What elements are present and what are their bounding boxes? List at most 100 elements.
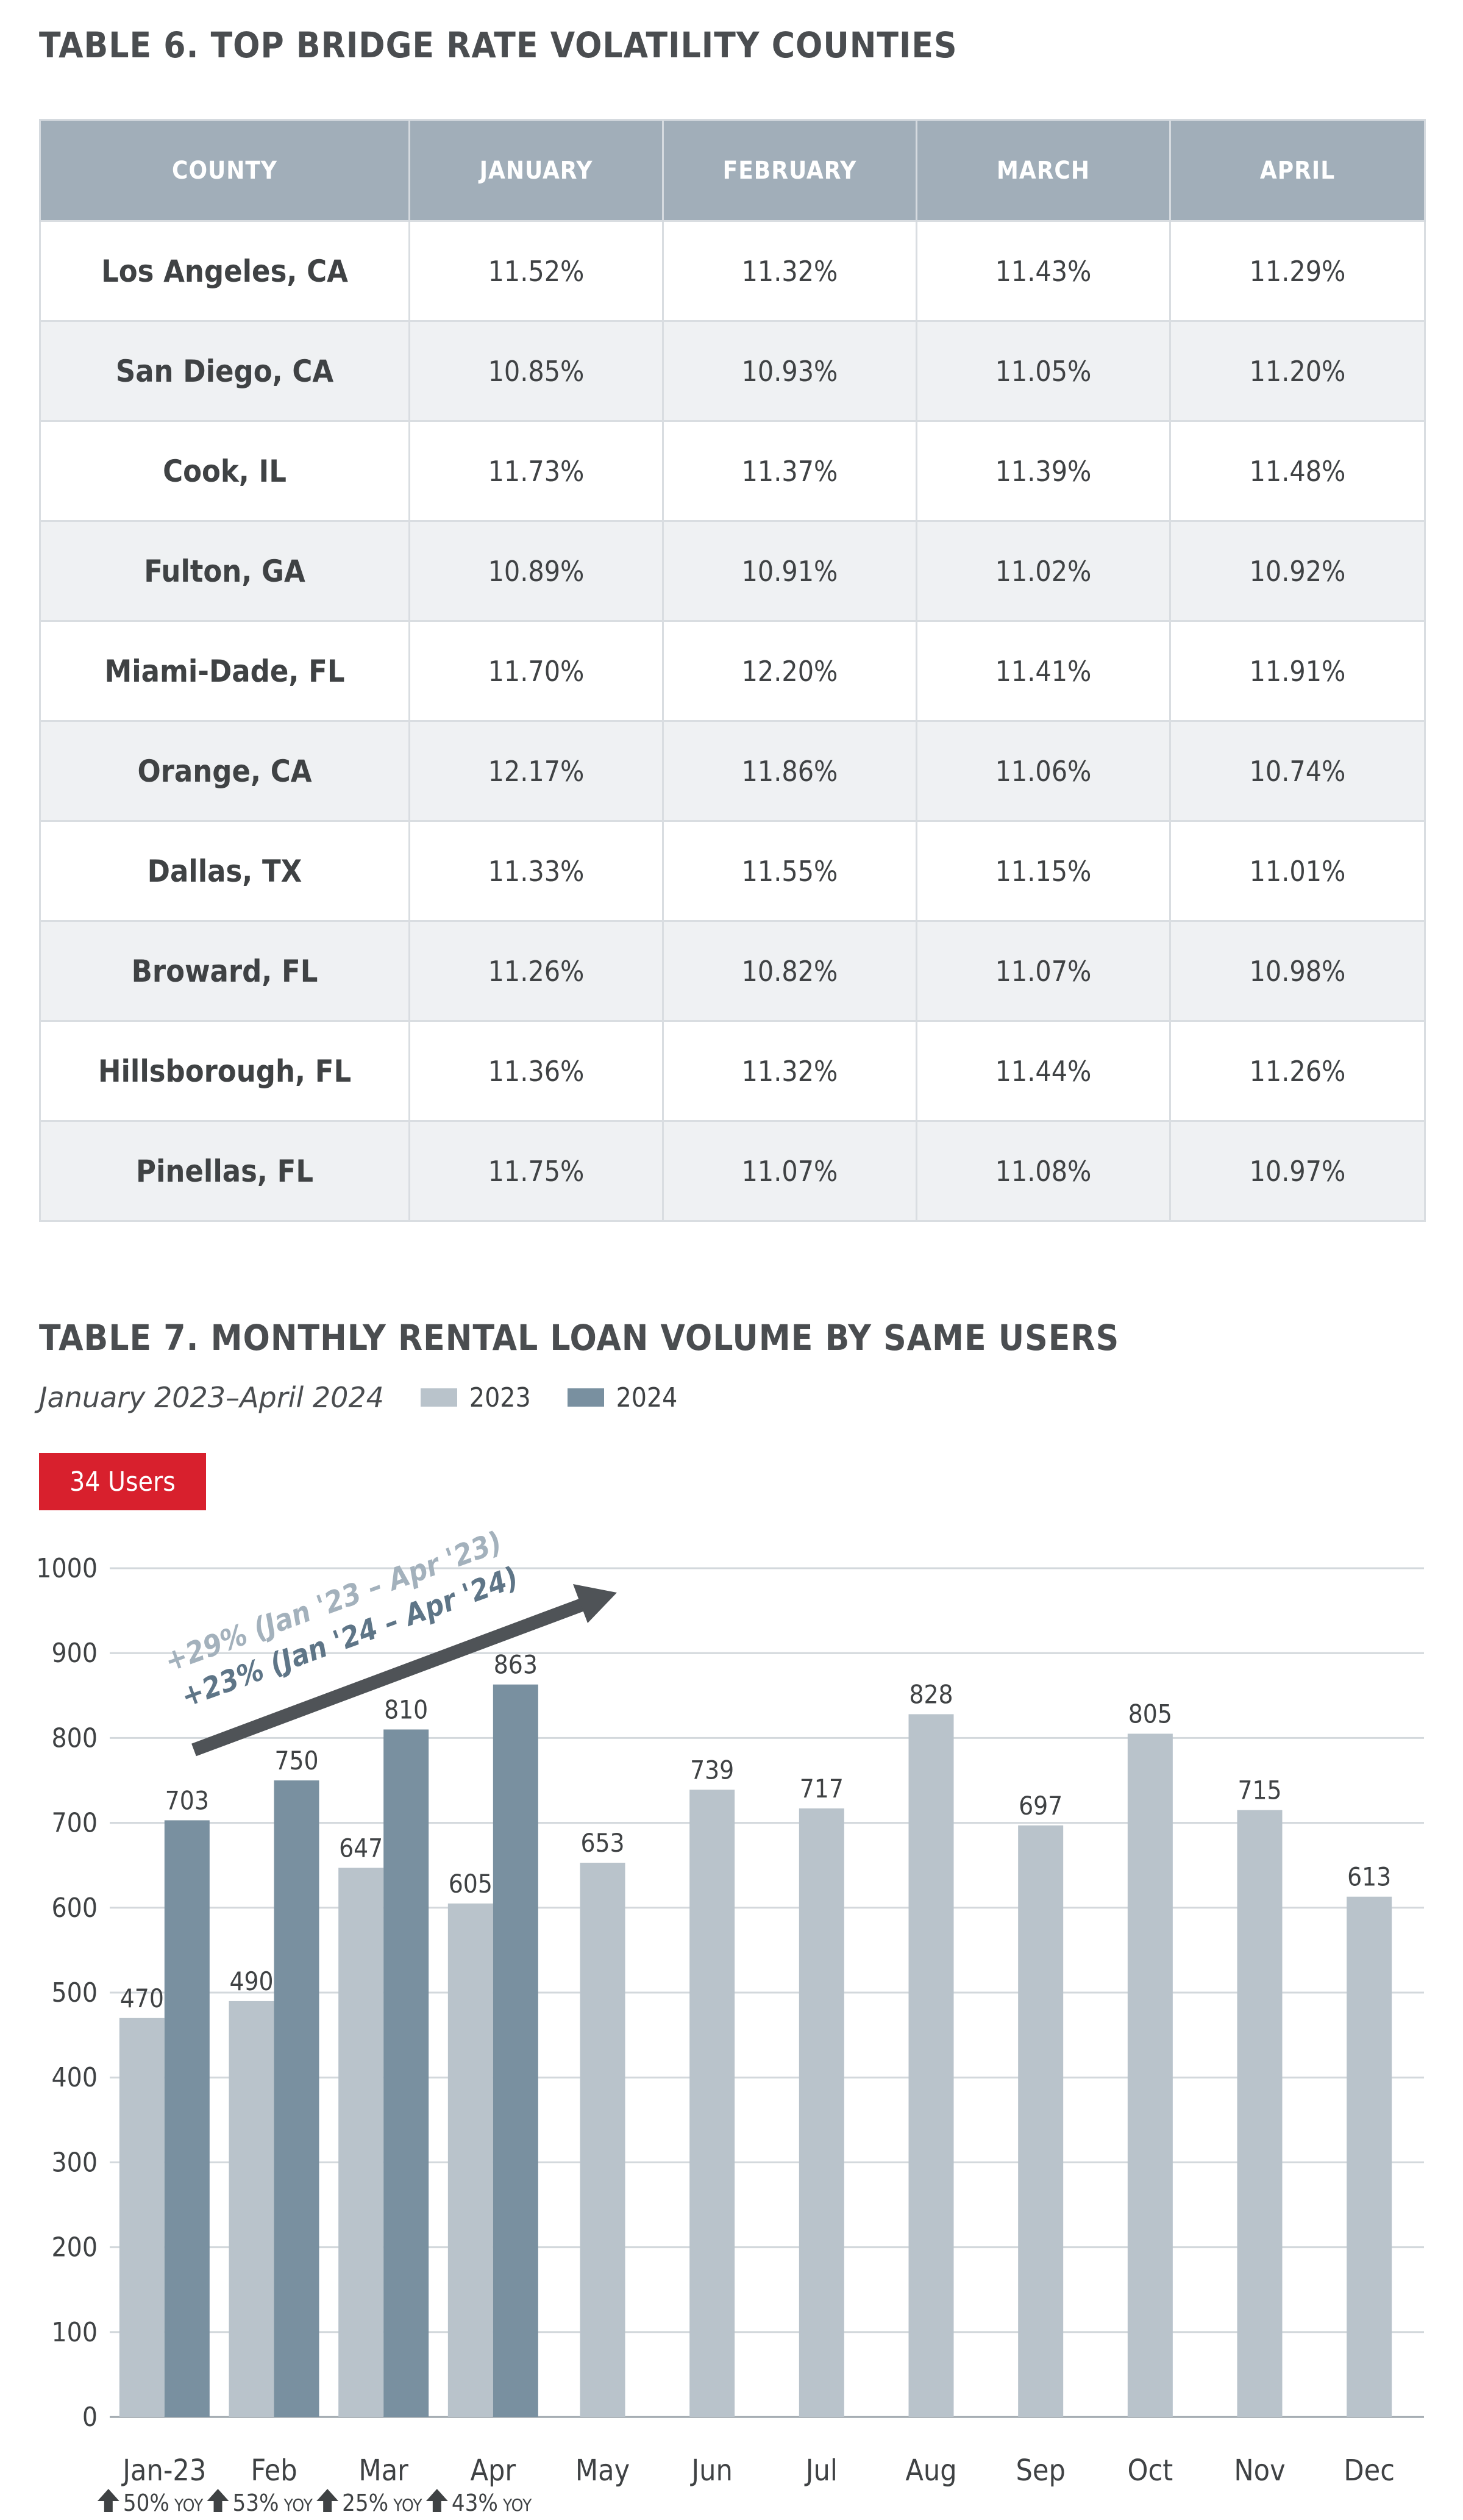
county-cell: Dallas, TX: [39, 820, 410, 922]
yoy-value: 50%: [123, 2490, 169, 2516]
header-county: COUNTY: [39, 120, 410, 221]
value-label-2023: 697: [1019, 1791, 1063, 1821]
value-label-2023: 470: [120, 1983, 164, 2013]
value-label-2024: 750: [274, 1746, 318, 1776]
rate-cell: 11.75%: [408, 1120, 664, 1222]
yoy-value: 25%: [342, 2490, 388, 2516]
rate-cell: 12.17%: [408, 720, 664, 822]
rate-cell: 10.91%: [662, 520, 917, 622]
value-label-2023: 828: [909, 1679, 953, 1709]
rate-cell: 11.91%: [1169, 620, 1426, 722]
x-tick-label: Jun: [689, 2454, 732, 2488]
y-tick-label: 100: [51, 2317, 98, 2348]
bar-2023: [580, 1863, 625, 2417]
rate-cell: 11.32%: [662, 1020, 917, 1122]
header-march: MARCH: [916, 120, 1171, 221]
bar-2023: [447, 1903, 493, 2417]
county-cell: Miami-Dade, FL: [39, 620, 410, 722]
county-cell: Orange, CA: [39, 720, 410, 822]
bar-2023: [908, 1714, 954, 2417]
legend-item-2024: 2024: [567, 1382, 678, 1413]
rate-cell: 11.33%: [408, 820, 664, 922]
rate-cell: 11.08%: [916, 1120, 1171, 1222]
value-label-2023: 653: [580, 1828, 624, 1858]
x-tick-label: Feb: [251, 2454, 297, 2488]
yoy-suffix: YOY: [393, 2495, 422, 2515]
value-label-2023: 805: [1128, 1699, 1172, 1729]
rate-cell: 10.97%: [1169, 1120, 1426, 1222]
table-row: Broward, FL 11.26% 10.82% 11.07% 10.98%: [39, 920, 1426, 1022]
yoy-suffix: YOY: [502, 2495, 532, 2515]
y-tick-label: 400: [51, 2062, 98, 2093]
rate-cell: 10.82%: [662, 920, 917, 1022]
legend-swatch-2024: [567, 1388, 604, 1407]
chart-subtitle: January 2023–April 2024: [39, 1381, 384, 1414]
legend-swatch-2023: [420, 1388, 457, 1407]
county-cell: Cook, IL: [39, 420, 410, 522]
value-label-2024: 810: [384, 1694, 428, 1724]
rate-cell: 10.85%: [408, 320, 664, 422]
table7-title: TABLE 7. MONTHLY RENTAL LOAN VOLUME BY S…: [39, 1317, 1120, 1358]
header-april: APRIL: [1169, 120, 1426, 221]
bar-2023: [1018, 1825, 1064, 2417]
rate-cell: 11.32%: [662, 220, 917, 322]
bar-2023: [689, 1790, 735, 2417]
bar-2023: [1347, 1896, 1392, 2417]
yoy-suffix: YOY: [283, 2495, 313, 2515]
x-tick-label: Oct: [1128, 2454, 1173, 2488]
rate-cell: 11.52%: [408, 220, 664, 322]
legend-label-2023: 2023: [469, 1382, 531, 1413]
rate-cell: 11.01%: [1169, 820, 1426, 922]
up-arrow-icon: [207, 2489, 229, 2512]
rate-cell: 11.37%: [662, 420, 917, 522]
county-cell: Broward, FL: [39, 920, 410, 1022]
value-label-2023: 613: [1347, 1862, 1391, 1892]
rate-cell: 11.41%: [916, 620, 1171, 722]
x-tick-label: Mar: [358, 2454, 408, 2488]
legend-label-2024: 2024: [616, 1382, 678, 1413]
rate-cell: 11.86%: [662, 720, 917, 822]
rate-cell: 10.93%: [662, 320, 917, 422]
x-tick-label: Dec: [1344, 2454, 1395, 2488]
chart-subheader: January 2023–April 2024 2023 2024: [39, 1379, 677, 1416]
header-february: FEBRUARY: [662, 120, 917, 221]
x-tick-label: Nov: [1234, 2454, 1285, 2488]
yoy-suffix: YOY: [174, 2495, 204, 2515]
rate-cell: 11.43%: [916, 220, 1171, 322]
bar-2024: [274, 1780, 319, 2417]
value-label-2023: 715: [1237, 1776, 1281, 1805]
x-tick-label: Apr: [470, 2454, 516, 2488]
rate-cell: 10.74%: [1169, 720, 1426, 822]
up-arrow-icon: [316, 2489, 339, 2512]
table-header-row: COUNTY JANUARY FEBRUARY MARCH APRIL: [39, 120, 1426, 221]
rate-cell: 11.20%: [1169, 320, 1426, 422]
rate-cell: 10.92%: [1169, 520, 1426, 622]
y-tick-label: 1000: [36, 1553, 98, 1584]
yoy-label: 53% YOY: [233, 2490, 313, 2516]
bar-2024: [383, 1729, 429, 2417]
value-label-2023: 605: [449, 1869, 493, 1899]
rate-cell: 11.29%: [1169, 220, 1426, 322]
y-tick-label: 600: [51, 1893, 98, 1924]
value-label-2023: 490: [229, 1966, 273, 1996]
table-row: Cook, IL 11.73% 11.37% 11.39% 11.48%: [39, 420, 1426, 522]
users-badge: 34 Users: [39, 1453, 206, 1510]
y-tick-label: 900: [51, 1638, 98, 1669]
value-label-2023: 717: [800, 1774, 844, 1804]
county-cell: Fulton, GA: [39, 520, 410, 622]
rate-cell: 10.89%: [408, 520, 664, 622]
table-row: San Diego, CA 10.85% 10.93% 11.05% 11.20…: [39, 320, 1426, 422]
table-row: Orange, CA 12.17% 11.86% 11.06% 10.74%: [39, 720, 1426, 822]
trend-arrow-head-icon: [573, 1584, 617, 1623]
rate-cell: 11.07%: [662, 1120, 917, 1222]
table-row: Pinellas, FL 11.75% 11.07% 11.08% 10.97%: [39, 1120, 1426, 1222]
bar-2023: [229, 2001, 274, 2417]
rate-cell: 11.07%: [916, 920, 1171, 1022]
rate-cell: 11.06%: [916, 720, 1171, 822]
bar-2023: [119, 2018, 165, 2417]
trend-arrow-line: [191, 1597, 588, 1757]
y-tick-label: 200: [51, 2232, 98, 2263]
yoy-label: 50% YOY: [123, 2490, 204, 2516]
y-tick-label: 0: [82, 2402, 98, 2433]
